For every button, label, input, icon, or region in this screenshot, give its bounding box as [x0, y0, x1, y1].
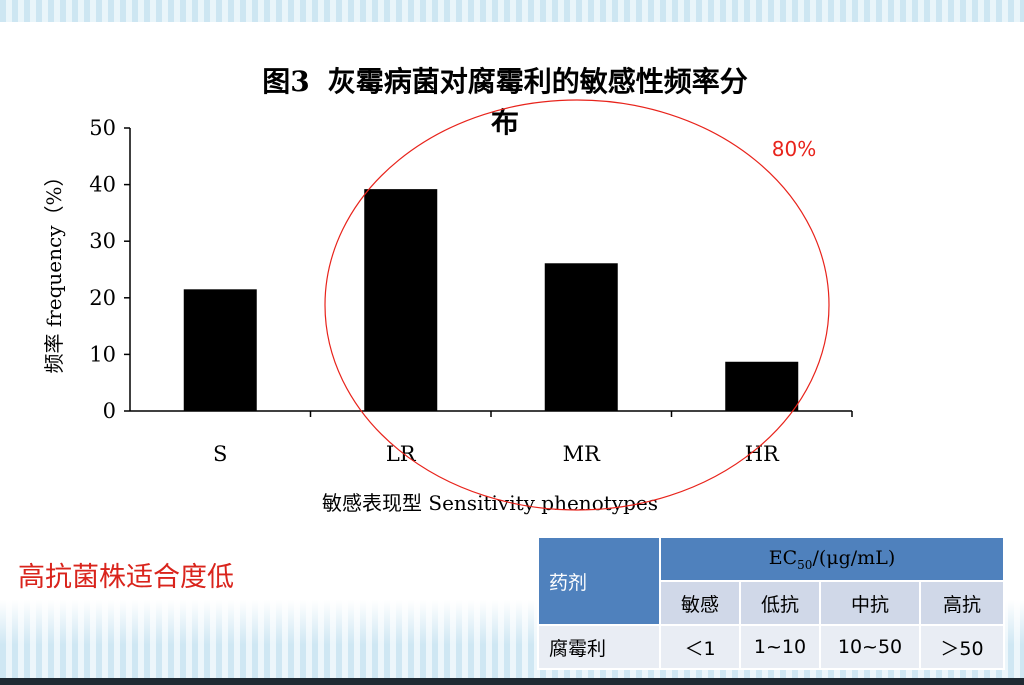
bar-hr: [725, 361, 799, 411]
table-agent-name: 腐霉利: [537, 624, 661, 670]
table-ec50-header: EC50/(μg/mL): [659, 536, 1005, 582]
ec50-classification-table: 药剂 EC50/(μg/mL) 敏感 低抗 中抗 高抗 腐霉利 ＜1 1~10 …: [537, 536, 1005, 670]
x-tick-label: S: [213, 442, 227, 466]
fitness-note: 高抗菌株适合度低: [18, 562, 234, 593]
bar-s: [183, 289, 257, 411]
table-category-medium-resistance: 中抗: [819, 580, 921, 626]
table-value-medium-resistance: 10~50: [819, 624, 921, 670]
highlight-ellipse: [324, 99, 830, 511]
y-tick-label: 30: [89, 229, 116, 253]
table-value-low-resistance: 1~10: [739, 624, 821, 670]
x-tick-label: LR: [386, 442, 417, 466]
y-tick-label: 10: [89, 342, 116, 366]
x-tick-label: MR: [563, 442, 602, 466]
y-tick-label: 20: [89, 286, 116, 310]
table-category-high-resistance: 高抗: [919, 580, 1005, 626]
top-decorative-band: [0, 0, 1024, 22]
y-tick-label: 50: [89, 116, 116, 140]
bar-lr: [364, 189, 438, 411]
table-category-low-resistance: 低抗: [739, 580, 821, 626]
chart-title: 图3 灰霉病菌对腐霉利的敏感性频率分: [262, 65, 748, 98]
table-value-sensitive: ＜1: [659, 624, 741, 670]
table-category-sensitive: 敏感: [659, 580, 741, 626]
table-value-high-resistance: ＞50: [919, 624, 1005, 670]
y-tick-label: 0: [103, 399, 116, 423]
bar-mr: [544, 263, 618, 411]
percentage-annotation: 80%: [772, 137, 816, 161]
table-agent-header: 药剂: [537, 536, 661, 626]
y-axis-label: 频率 frequency（%）: [42, 166, 66, 373]
bottom-bar: [0, 678, 1024, 685]
x-axis-label: 敏感表现型 Sensitivity phenotypes: [322, 491, 658, 515]
y-tick-label: 40: [89, 173, 116, 197]
